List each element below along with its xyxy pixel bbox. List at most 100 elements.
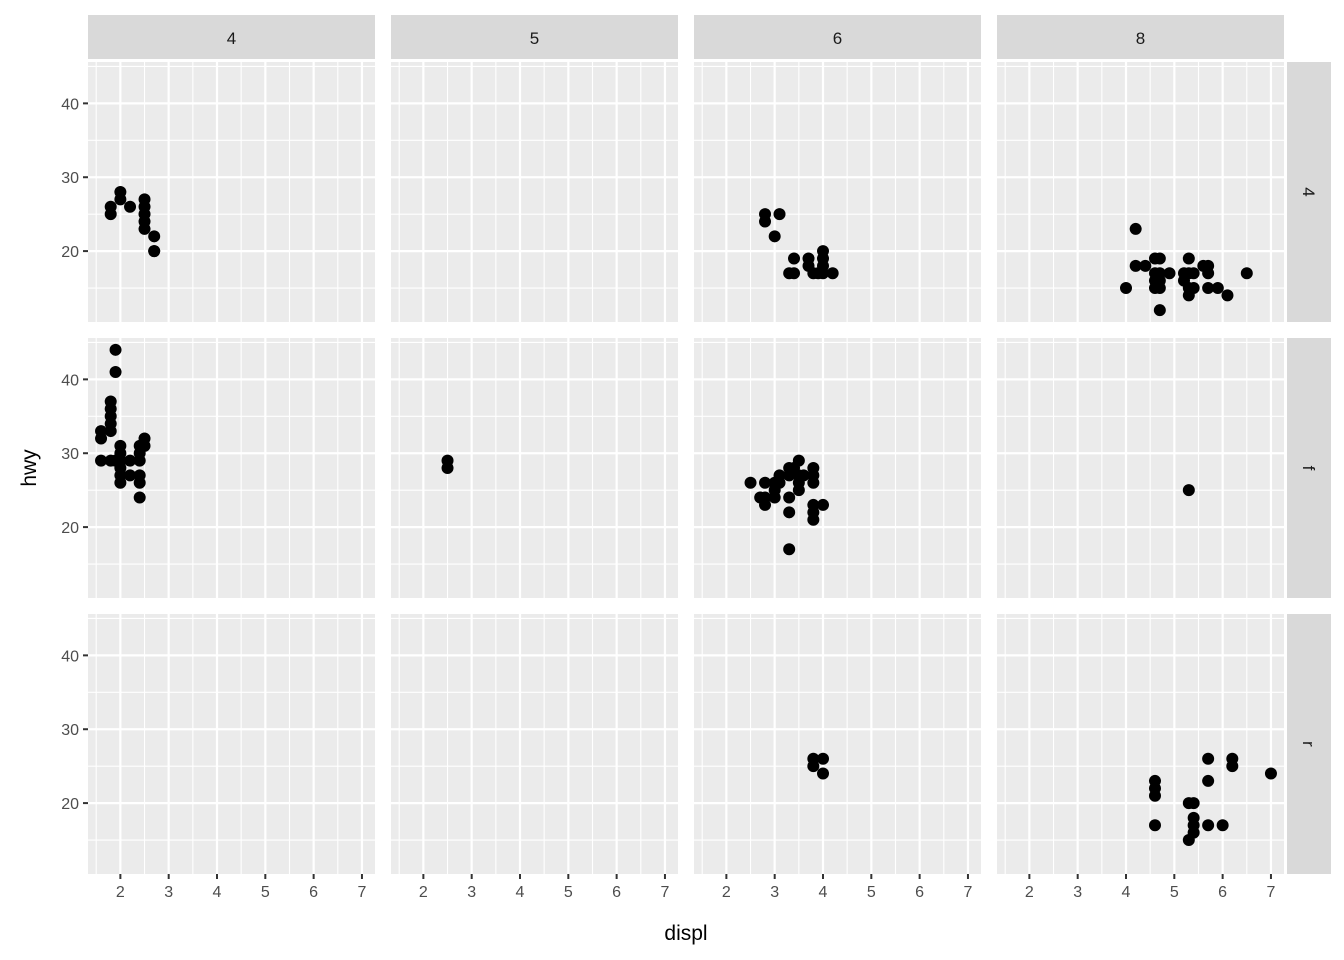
panel-background	[997, 614, 1284, 874]
x-tick-label: 2	[419, 884, 428, 901]
data-point	[104, 200, 117, 213]
data-point	[797, 469, 810, 482]
data-point	[1187, 797, 1200, 810]
x-tick-label: 3	[770, 884, 779, 901]
data-point	[124, 200, 137, 213]
panel-background	[997, 338, 1284, 598]
panel-background	[88, 62, 375, 322]
data-point	[1182, 252, 1195, 265]
data-point	[1216, 819, 1229, 832]
data-point	[768, 230, 781, 243]
data-point	[95, 432, 108, 445]
data-point	[817, 767, 830, 780]
data-point	[1202, 752, 1215, 765]
column-strip-label: 8	[1136, 29, 1145, 48]
y-tick-label: 40	[61, 372, 79, 389]
data-point	[1187, 267, 1200, 280]
x-tick-label: 6	[915, 884, 924, 901]
data-point	[1139, 259, 1152, 272]
data-point	[1153, 252, 1166, 265]
row-strip	[1287, 62, 1331, 322]
data-point	[788, 252, 801, 265]
data-point	[1202, 282, 1215, 295]
data-point	[817, 498, 830, 511]
column-strip	[694, 15, 981, 59]
data-point	[104, 425, 117, 438]
data-point	[1187, 282, 1200, 295]
data-point	[759, 476, 772, 489]
panel-background	[88, 614, 375, 874]
x-tick-label: 7	[1267, 884, 1276, 901]
x-tick-label: 3	[164, 884, 173, 901]
data-point	[138, 222, 151, 235]
data-point	[768, 491, 781, 504]
row-strip	[1287, 338, 1331, 598]
y-axis-label: hwy	[18, 449, 41, 487]
data-point	[1240, 267, 1253, 280]
data-point	[1187, 826, 1200, 839]
data-point	[133, 454, 146, 467]
data-point	[812, 267, 825, 280]
data-point	[95, 454, 108, 467]
data-point	[826, 267, 839, 280]
y-tick-label: 30	[61, 722, 79, 739]
x-tick-label: 2	[722, 884, 731, 901]
panel-background	[997, 62, 1284, 322]
panel-background	[391, 614, 678, 874]
data-point	[744, 476, 757, 489]
data-point	[783, 543, 796, 556]
data-point	[1221, 289, 1234, 302]
panel-background	[694, 614, 981, 874]
data-point	[1202, 819, 1215, 832]
x-tick-label: 2	[1025, 884, 1034, 901]
x-tick-label: 3	[1073, 884, 1082, 901]
data-point	[759, 215, 772, 228]
data-point	[124, 469, 137, 482]
data-point	[1163, 267, 1176, 280]
x-tick-label: 5	[564, 884, 573, 901]
data-point	[773, 208, 786, 221]
data-point	[148, 230, 161, 243]
data-point	[1202, 267, 1215, 280]
x-tick-label: 7	[964, 884, 973, 901]
data-point	[1153, 304, 1166, 317]
data-point	[817, 752, 830, 765]
x-tick-label: 4	[819, 884, 828, 901]
panel-background	[391, 62, 678, 322]
data-point	[1148, 789, 1161, 802]
column-strip	[391, 15, 678, 59]
panel-background	[88, 338, 375, 598]
data-point	[133, 491, 146, 504]
x-tick-label: 5	[1170, 884, 1179, 901]
data-point	[1211, 282, 1224, 295]
data-point	[138, 439, 151, 452]
data-point	[114, 476, 127, 489]
data-point	[788, 267, 801, 280]
x-tick-label: 6	[612, 884, 621, 901]
column-strip	[997, 15, 1284, 59]
data-point	[133, 476, 146, 489]
x-tick-label: 4	[1122, 884, 1131, 901]
column-strip-label: 6	[833, 29, 842, 48]
panel-background	[391, 338, 678, 598]
row-strip-label: r	[1299, 741, 1318, 747]
data-point	[783, 491, 796, 504]
y-tick-label: 40	[61, 96, 79, 113]
data-point	[759, 498, 772, 511]
data-point	[1129, 222, 1142, 235]
data-point	[1202, 774, 1215, 787]
x-axis-label: displ	[664, 922, 707, 945]
x-tick-label: 6	[309, 884, 318, 901]
data-point	[109, 365, 122, 378]
column-strip	[88, 15, 375, 59]
data-point	[148, 245, 161, 258]
column-strip-label: 4	[227, 29, 236, 48]
data-point	[1264, 767, 1277, 780]
data-point	[792, 484, 805, 497]
x-tick-label: 6	[1218, 884, 1227, 901]
x-tick-label: 7	[661, 884, 670, 901]
data-point	[1148, 819, 1161, 832]
x-tick-label: 7	[358, 884, 367, 901]
row-strip-label: 4	[1299, 187, 1318, 196]
y-tick-label: 20	[61, 244, 79, 261]
